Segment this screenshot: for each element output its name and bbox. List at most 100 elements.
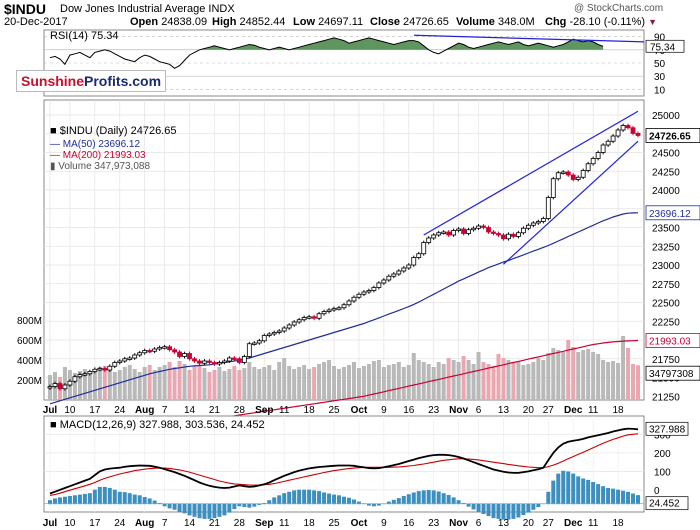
close-quote: Close 24726.65 xyxy=(370,16,449,28)
price-tick-label: 22750 xyxy=(652,280,680,291)
volume-value: 348.0M xyxy=(497,16,535,28)
macd-histogram-bar xyxy=(267,500,272,505)
date-axis-label: 20 xyxy=(523,405,535,416)
price-candle xyxy=(231,357,237,360)
volume-bar xyxy=(631,364,636,400)
price-candle xyxy=(266,333,272,336)
price-candle xyxy=(361,291,367,295)
price-candle xyxy=(610,135,616,142)
volume-bar xyxy=(436,362,441,400)
macd-histogram-bar xyxy=(376,503,381,506)
macd-histogram-bar xyxy=(636,495,640,505)
macd-histogram-bar xyxy=(127,493,132,505)
volume-bar xyxy=(222,371,227,400)
price-right-tag: 23696.12 xyxy=(649,209,691,220)
price-candle xyxy=(356,293,362,298)
volume-bar xyxy=(456,362,461,400)
price-candle xyxy=(251,342,257,345)
price-candle xyxy=(615,129,621,137)
price-candle xyxy=(520,227,526,234)
price-candle xyxy=(306,316,312,319)
macd-histogram-bar xyxy=(152,500,157,505)
volume-bar xyxy=(102,366,107,400)
volume-bar xyxy=(576,352,581,400)
volume-bar xyxy=(406,365,411,400)
price-candle xyxy=(152,348,158,352)
date-axis-label: 18 xyxy=(613,405,625,416)
volume-bar xyxy=(381,367,386,400)
macd-date-axis-label: 28 xyxy=(234,518,246,529)
volume-bar xyxy=(546,353,551,400)
macd-histogram-bar xyxy=(536,503,541,507)
price-candle xyxy=(202,360,207,364)
macd-histogram-bar xyxy=(182,503,187,514)
volume-bar xyxy=(332,366,337,400)
macd-histogram-bar xyxy=(451,497,456,505)
volume-bar xyxy=(396,362,401,400)
volume-bar xyxy=(416,360,421,400)
volume-bar xyxy=(531,362,536,400)
price-candle xyxy=(137,352,143,356)
macd-histogram-bar xyxy=(511,503,516,519)
change-label: Chg xyxy=(545,16,567,28)
date-axis-label: 10 xyxy=(64,405,76,416)
macd-date-axis-label: 18 xyxy=(613,518,625,529)
price-candle xyxy=(570,174,576,180)
price-candle xyxy=(326,309,332,312)
price-candle xyxy=(366,290,372,293)
lower-trend-channel xyxy=(503,140,639,265)
price-candle xyxy=(351,296,357,302)
price-right-tag: 34797308 xyxy=(649,369,694,380)
price-candle xyxy=(341,304,347,309)
volume-bar xyxy=(421,362,426,400)
volume-bar xyxy=(162,365,167,400)
date-axis-label: 16 xyxy=(403,405,415,416)
price-candle xyxy=(486,227,491,233)
rsi-trendline xyxy=(413,34,645,43)
macd-date-axis-label: 7 xyxy=(162,518,168,529)
macd-histogram-bar xyxy=(72,495,77,505)
price-candle xyxy=(476,225,481,229)
volume-bar xyxy=(307,369,312,400)
macd-date-axis-label: 23 xyxy=(428,518,440,529)
macd-histogram-bar xyxy=(57,497,62,505)
date-axis-label: 11 xyxy=(588,405,599,416)
volume-bar xyxy=(137,372,142,400)
macd-histogram-bar xyxy=(67,495,72,505)
volume-bar xyxy=(501,358,506,400)
volume-bar xyxy=(626,348,631,400)
macd-histogram-bar xyxy=(481,503,486,514)
price-candle xyxy=(406,264,412,269)
open-label: Open xyxy=(130,16,159,28)
price-candle xyxy=(102,368,108,371)
price-right-tag-box xyxy=(645,365,700,381)
price-candle xyxy=(52,383,58,387)
macd-date-axis-label: Nov xyxy=(449,518,468,529)
volume-bar xyxy=(262,367,267,400)
macd-histogram-bar xyxy=(257,503,262,505)
macd-histogram-bar xyxy=(396,498,401,505)
price-candle xyxy=(62,384,68,390)
price-candle xyxy=(346,300,352,306)
price-candle xyxy=(226,357,232,362)
macd-histogram-bar xyxy=(491,503,496,519)
high-quote: High 24852.44 xyxy=(212,16,285,28)
price-candle xyxy=(97,368,103,371)
macd-histogram-bar xyxy=(102,486,107,505)
macd-histogram-bar xyxy=(322,492,327,505)
price-candle xyxy=(411,257,417,266)
price-candle xyxy=(271,332,277,335)
volume-bar xyxy=(361,366,366,400)
volume-bar xyxy=(227,369,232,400)
volume-bar xyxy=(117,370,122,400)
price-candle xyxy=(625,125,631,129)
macd-histogram-bar xyxy=(431,490,436,505)
price-tick-label: 24250 xyxy=(652,167,680,178)
close-label: Close xyxy=(370,16,400,28)
volume-bar xyxy=(77,371,82,400)
macd-histogram-bar xyxy=(48,500,52,505)
volume-bar xyxy=(217,367,222,400)
macd-hist-tag-box xyxy=(645,496,689,511)
macd-histogram-bar xyxy=(406,494,411,505)
price-candle xyxy=(600,144,606,153)
